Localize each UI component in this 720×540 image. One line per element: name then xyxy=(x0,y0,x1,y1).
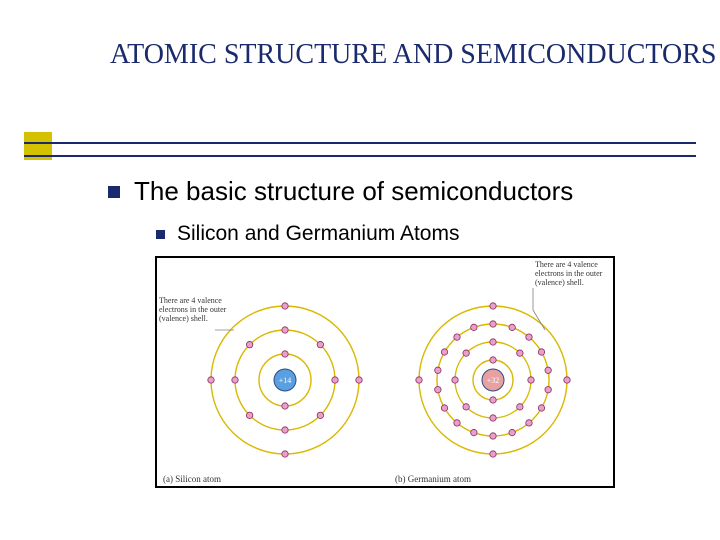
caption-germanium: (b) Germanium atom xyxy=(395,474,471,484)
svg-text:+32: +32 xyxy=(487,376,500,385)
bullet-square-icon xyxy=(108,186,120,198)
bullet-level-2: Silicon and Germanium Atoms xyxy=(156,222,459,246)
svg-text:+14: +14 xyxy=(279,376,292,385)
page-title: ATOMIC STRUCTURE AND SEMICONDUCTORS xyxy=(0,0,720,99)
bullet-square-icon xyxy=(156,230,165,239)
bullet-level-1: The basic structure of semiconductors xyxy=(108,176,573,207)
title-rule-upper xyxy=(24,142,696,144)
bullet-l2-text: Silicon and Germanium Atoms xyxy=(177,222,459,246)
figure-container: There are 4 valence electrons in the out… xyxy=(155,256,615,488)
bullet-l1-text: The basic structure of semiconductors xyxy=(134,176,573,207)
silicon-atom-diagram: +14 +32 xyxy=(157,258,613,486)
title-rule-lower xyxy=(24,155,696,157)
caption-silicon: (a) Silicon atom xyxy=(163,474,221,484)
